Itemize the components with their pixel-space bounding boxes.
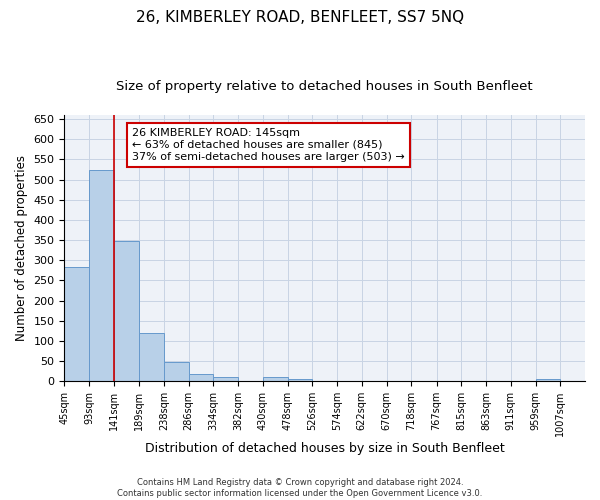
Bar — [89, 170, 114, 382]
Text: Contains HM Land Registry data © Crown copyright and database right 2024.
Contai: Contains HM Land Registry data © Crown c… — [118, 478, 482, 498]
Bar — [263, 378, 287, 382]
X-axis label: Distribution of detached houses by size in South Benfleet: Distribution of detached houses by size … — [145, 442, 505, 455]
Bar — [214, 377, 238, 382]
Bar — [536, 380, 560, 382]
Bar — [164, 362, 188, 382]
Bar — [188, 374, 214, 382]
Bar — [139, 332, 164, 382]
Bar — [64, 267, 89, 382]
Bar — [287, 380, 313, 382]
Title: Size of property relative to detached houses in South Benfleet: Size of property relative to detached ho… — [116, 80, 533, 93]
Text: 26 KIMBERLEY ROAD: 145sqm
← 63% of detached houses are smaller (845)
37% of semi: 26 KIMBERLEY ROAD: 145sqm ← 63% of detac… — [132, 128, 405, 162]
Y-axis label: Number of detached properties: Number of detached properties — [15, 155, 28, 341]
Text: 26, KIMBERLEY ROAD, BENFLEET, SS7 5NQ: 26, KIMBERLEY ROAD, BENFLEET, SS7 5NQ — [136, 10, 464, 25]
Bar — [114, 242, 139, 382]
